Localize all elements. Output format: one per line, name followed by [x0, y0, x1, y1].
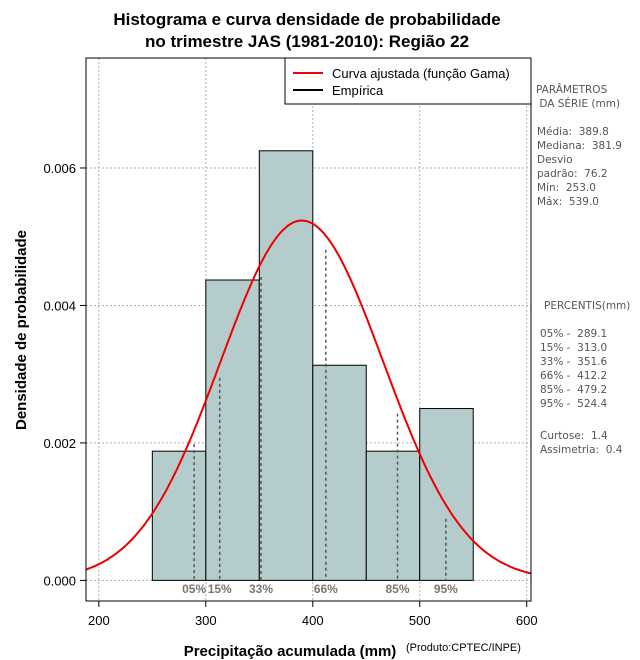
- y-axis-label: Densidade de probabilidade: [13, 230, 30, 430]
- histogram-bar: [419, 408, 474, 581]
- x-axis: 200 300 400 500 600: [88, 601, 538, 628]
- legend-label-empirical: Empírica: [332, 83, 384, 98]
- percentile-label: 15%: [208, 582, 232, 596]
- stat-desvio: Desvio: [537, 154, 573, 166]
- x-tick-label: 500: [409, 613, 431, 628]
- product-credit: (Produto:CPTEC/INPE): [406, 642, 521, 654]
- percentile-label: 85%: [385, 582, 409, 596]
- percentil-15: 15% - 313.0: [540, 342, 607, 354]
- percentis-title: PERCENTIS(mm): [544, 300, 630, 312]
- stat-mediana: Mediana: 381.9: [537, 140, 622, 152]
- percentil-66: 66% - 412.2: [540, 370, 607, 382]
- stat-assimetria: Assimetria: 0.4: [540, 444, 623, 456]
- side-panel: PARÂMETROS DA SÉRIE (mm) Média: 389.8 Me…: [536, 83, 630, 456]
- stat-padrao: padrão: 76.2: [537, 168, 608, 180]
- histogram-bars: [151, 150, 474, 581]
- histogram-bar: [151, 450, 207, 581]
- x-tick-label: 200: [88, 613, 110, 628]
- percentile-label: 95%: [434, 582, 458, 596]
- percentile-label: 05%: [182, 582, 206, 596]
- y-tick-label: 0.004: [43, 298, 76, 313]
- chart-title-line2: no trimestre JAS (1981-2010): Região 22: [145, 32, 469, 51]
- chart-title-line1: Histograma e curva densidade de probabil…: [113, 10, 500, 29]
- percentil-05: 05% - 289.1: [540, 328, 607, 340]
- percentil-33: 33% - 351.6: [540, 356, 608, 368]
- percentile-markers: 05% 15% 33% 66% 85% 95%: [182, 249, 458, 596]
- legend: Curva ajustada (função Gama) Empírica: [284, 57, 532, 105]
- legend-box: [284, 57, 532, 105]
- stat-media: Média: 389.8: [537, 126, 609, 138]
- fitted-curve-line: [85, 219, 532, 575]
- histogram-bar: [205, 279, 260, 581]
- x-axis-label: Precipitação acumulada (mm): [184, 643, 397, 660]
- histogram-bar: [258, 150, 314, 581]
- x-tick-label: 300: [195, 613, 217, 628]
- stat-min: Mín: 253.0: [537, 182, 596, 194]
- y-tick-label: 0.002: [43, 436, 76, 451]
- histogram-bar: [365, 450, 421, 581]
- x-tick-label: 400: [302, 613, 324, 628]
- stat-max: Máx: 539.0: [537, 196, 599, 208]
- histogram-bar: [312, 364, 367, 581]
- percentile-label: 33%: [249, 582, 273, 596]
- percentile-label: 66%: [314, 582, 338, 596]
- stat-curtose: Curtose: 1.4: [540, 430, 608, 442]
- y-tick-label: 0.000: [43, 573, 76, 588]
- params-title-line2: DA SÉRIE (mm): [536, 97, 620, 110]
- x-tick-label: 600: [516, 613, 538, 628]
- params-title-line1: PARÂMETROS: [536, 83, 608, 96]
- percentil-85: 85% - 479.2: [540, 384, 607, 396]
- y-tick-label: 0.006: [43, 161, 76, 176]
- percentil-95: 95% - 524.4: [540, 398, 608, 410]
- y-axis: 0.000 0.002 0.004 0.006: [43, 161, 86, 588]
- legend-label-curve: Curva ajustada (função Gama): [332, 66, 510, 81]
